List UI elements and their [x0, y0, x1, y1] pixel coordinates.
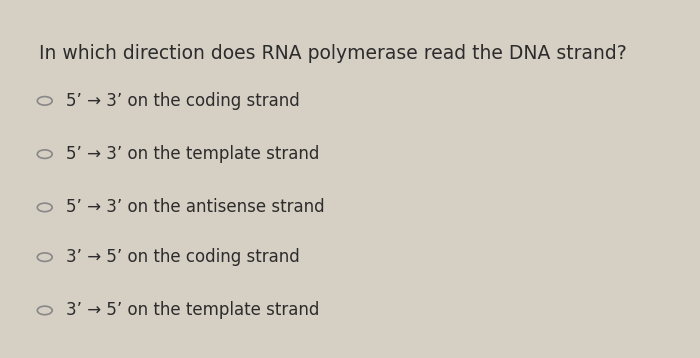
Text: In which direction does RNA polymerase read the DNA strand?: In which direction does RNA polymerase r…: [38, 44, 626, 63]
Text: 3’ → 5’ on the template strand: 3’ → 5’ on the template strand: [66, 301, 320, 319]
Text: 3’ → 5’ on the coding strand: 3’ → 5’ on the coding strand: [66, 248, 300, 266]
Text: 5’ → 3’ on the template strand: 5’ → 3’ on the template strand: [66, 145, 320, 163]
Text: 5’ → 3’ on the coding strand: 5’ → 3’ on the coding strand: [66, 92, 300, 110]
Text: 5’ → 3’ on the antisense strand: 5’ → 3’ on the antisense strand: [66, 198, 325, 217]
